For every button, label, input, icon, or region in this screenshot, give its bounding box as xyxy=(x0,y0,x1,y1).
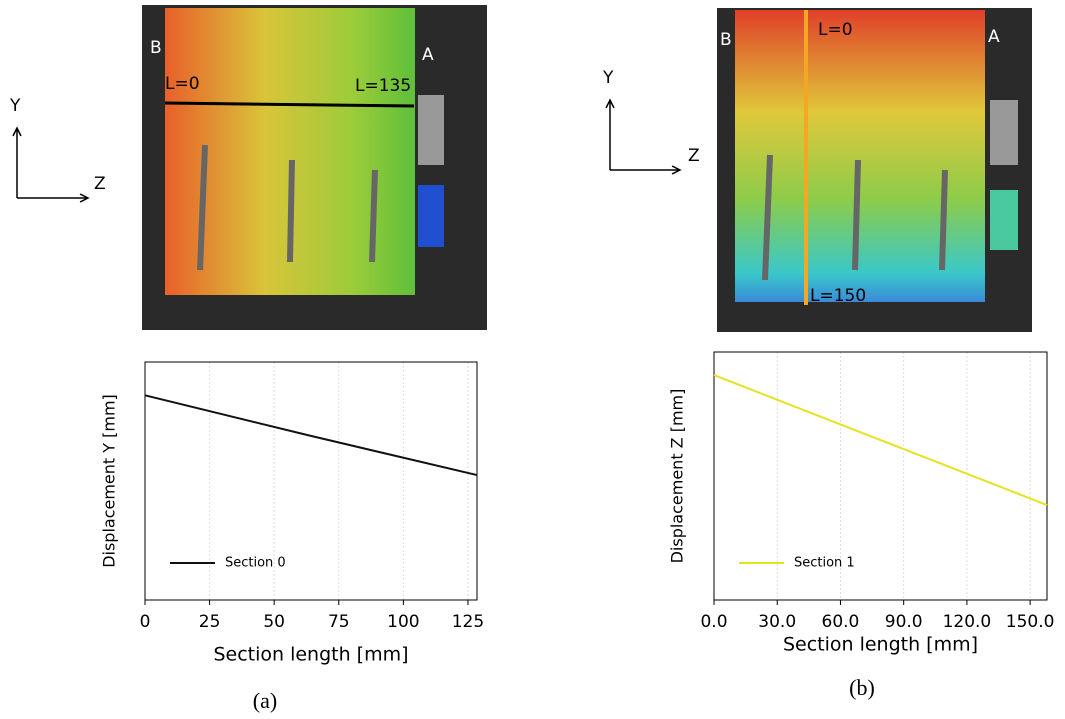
axis-arrow-label: Z xyxy=(94,174,106,194)
photo-label: A xyxy=(422,45,434,65)
legend-label: Section 0 xyxy=(225,556,286,571)
x-tick-label: 0 xyxy=(140,612,151,632)
x-tick-label: 150.0 xyxy=(1006,612,1055,632)
series-line xyxy=(713,374,1048,506)
photo-a: B A L=0 L=135 xyxy=(142,5,487,330)
series-line xyxy=(144,394,478,477)
y-axis-label: Displacement Y [mm] xyxy=(100,394,119,568)
x-axis-label: Section length [mm] xyxy=(783,634,978,656)
photo-label: B xyxy=(150,38,162,58)
section-end: L=150 xyxy=(810,286,866,306)
x-tick-label: 25 xyxy=(199,612,221,632)
x-tick-label: 120.0 xyxy=(943,612,992,632)
x-tick-label: 30.0 xyxy=(758,612,796,632)
plot-frame xyxy=(713,351,1048,601)
x-tick-label: 90.0 xyxy=(885,612,923,632)
x-tick-label: 75 xyxy=(328,612,350,632)
section-end: L=135 xyxy=(355,76,411,96)
coordinate-arrows xyxy=(12,98,682,203)
section-start: L=0 xyxy=(165,74,200,94)
legend-label: Section 1 xyxy=(794,556,855,571)
y-axis-label: Displacement Z [mm] xyxy=(668,389,687,564)
plot-frame xyxy=(144,361,478,601)
caption: (a) xyxy=(253,688,277,713)
photo-b: B A L=0 L=150 xyxy=(717,8,1032,332)
axis-arrow-label: Y xyxy=(602,68,614,88)
x-tick-label: 125 xyxy=(452,612,484,632)
photo-label: A xyxy=(988,27,1000,47)
axis-arrow-label: Y xyxy=(9,96,21,116)
x-axis-label: Section length [mm] xyxy=(213,644,408,666)
axis-arrow-label: Z xyxy=(688,146,700,166)
caption: (b) xyxy=(849,675,875,700)
x-tick-label: 60.0 xyxy=(822,612,860,632)
x-tick-label: 100 xyxy=(387,612,419,632)
x-tick-label: 0.0 xyxy=(700,612,727,632)
photo-label: B xyxy=(720,30,732,50)
x-tick-label: 50 xyxy=(263,612,285,632)
section-start: L=0 xyxy=(818,20,853,40)
